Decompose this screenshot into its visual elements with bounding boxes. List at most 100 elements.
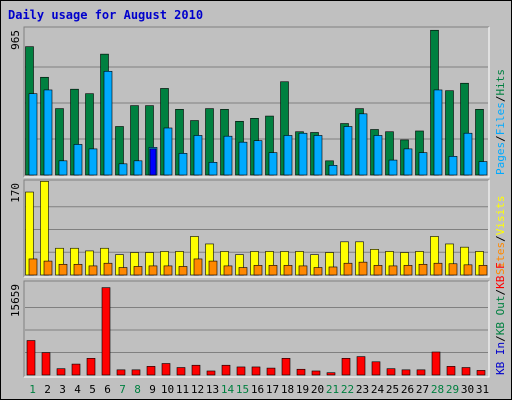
bar-sites (238, 267, 248, 276)
bar-files (448, 156, 458, 176)
x-tick-label: 18 (281, 383, 294, 396)
x-tick-label: 30 (461, 383, 474, 396)
bar-sites (193, 258, 203, 276)
x-tick-label: 13 (206, 383, 219, 396)
bar-files (208, 162, 218, 176)
panel-1-edge-dark (23, 26, 489, 177)
bar-sites (253, 265, 263, 276)
bar-sites (223, 265, 233, 276)
bar-kb-f (356, 356, 366, 376)
bar-sites (58, 263, 68, 276)
bar-kb-f (71, 363, 81, 376)
bar-sites (418, 263, 428, 276)
panel-3-bg (24, 281, 489, 377)
legend-1: Pages/Files/Hits (494, 69, 507, 175)
bar-files (478, 161, 488, 176)
x-tick-label: 6 (104, 383, 111, 396)
bar-sites (118, 267, 128, 276)
bar-files (298, 132, 308, 176)
x-tick-label: 15 (236, 383, 249, 396)
bar-kb-f (41, 352, 51, 376)
x-tick-label: 11 (176, 383, 189, 396)
legend-entry: KB In (494, 342, 507, 375)
bar-files (253, 140, 263, 176)
legend-entry: Files (494, 102, 507, 135)
panel-3-edge-light (24, 281, 490, 378)
x-tick-label: 9 (149, 383, 156, 396)
bar-files (58, 160, 68, 176)
bar-files (343, 126, 353, 176)
bar-kb-f (386, 368, 396, 376)
bar-sites (373, 265, 383, 276)
bar-files (388, 159, 398, 176)
x-tick-label: 20 (311, 383, 324, 396)
bar-sites (163, 265, 173, 276)
panel-1: 965 Pages/Files/Hits (9, 26, 507, 178)
bar-kb-f (146, 366, 156, 376)
bar-sites (88, 265, 98, 276)
bar-kb-f (251, 366, 261, 376)
y-max-label: 965 (9, 30, 22, 50)
x-tick-label: 7 (119, 383, 126, 396)
x-tick-label: 2 (44, 383, 51, 396)
bar-files (403, 148, 413, 176)
x-tick-label: 31 (476, 383, 489, 396)
bar-sites (463, 264, 473, 276)
legend-entry: KB Out (494, 296, 507, 336)
bar-sites (43, 260, 53, 276)
bar-sites (28, 258, 38, 276)
bar-files (433, 89, 443, 176)
bar-sites (298, 265, 308, 276)
bar-files (43, 89, 53, 176)
bar-kb-f (461, 367, 471, 376)
bar-pages (149, 148, 157, 176)
x-tick-label: 5 (89, 383, 96, 396)
bar-kb-f (476, 370, 486, 376)
legend-entry: Pages (494, 142, 507, 175)
bar-sites (133, 266, 143, 276)
bar-files (268, 152, 278, 176)
bar-kb-f (221, 364, 231, 376)
panel-3-edge-dark (23, 280, 489, 377)
bar-files (283, 135, 293, 176)
bar-kb-f (26, 340, 36, 376)
x-tick-label: 12 (191, 383, 204, 396)
bar-sites (403, 265, 413, 276)
bar-files (238, 141, 248, 176)
y-max-label: 15659 (9, 284, 22, 317)
bar-sites (208, 260, 218, 276)
panel-2: 170 Sites/Visits (9, 179, 507, 278)
bar-sites (313, 267, 323, 276)
x-tick-label: 14 (221, 383, 235, 396)
bar-kb-f (191, 364, 201, 376)
x-tick-label: 22 (341, 383, 354, 396)
legend-entry: / (494, 135, 507, 142)
panel-2-edge-dark (23, 179, 489, 277)
x-tick-label: 28 (431, 383, 444, 396)
bar-files (223, 135, 233, 176)
x-tick-label: 10 (161, 383, 174, 396)
bar-files (373, 135, 383, 176)
legend-entry: / (494, 235, 507, 242)
x-tick-label: 16 (251, 383, 264, 396)
bar-sites (148, 265, 158, 276)
bar-files (463, 132, 473, 176)
panel-1-edge-light (24, 27, 490, 178)
x-tick-label: 17 (266, 383, 279, 396)
bar-kb-f (326, 372, 336, 376)
x-tick-label: 27 (416, 383, 429, 396)
bar-kb-f (86, 358, 96, 376)
bar-sites (478, 265, 488, 276)
legend-entry: KB F (494, 262, 507, 289)
bar-files (328, 165, 338, 176)
bar-kb-f (101, 287, 111, 376)
bar-kb-f (341, 358, 351, 376)
panel-2-edge-light (24, 180, 490, 278)
bar-kb-f (206, 370, 216, 376)
legend-2: Sites/Visits (494, 196, 507, 276)
bar-sites (268, 265, 278, 276)
x-tick-label: 8 (134, 383, 141, 396)
bar-kb-f (371, 361, 381, 376)
bar-files (358, 113, 368, 176)
